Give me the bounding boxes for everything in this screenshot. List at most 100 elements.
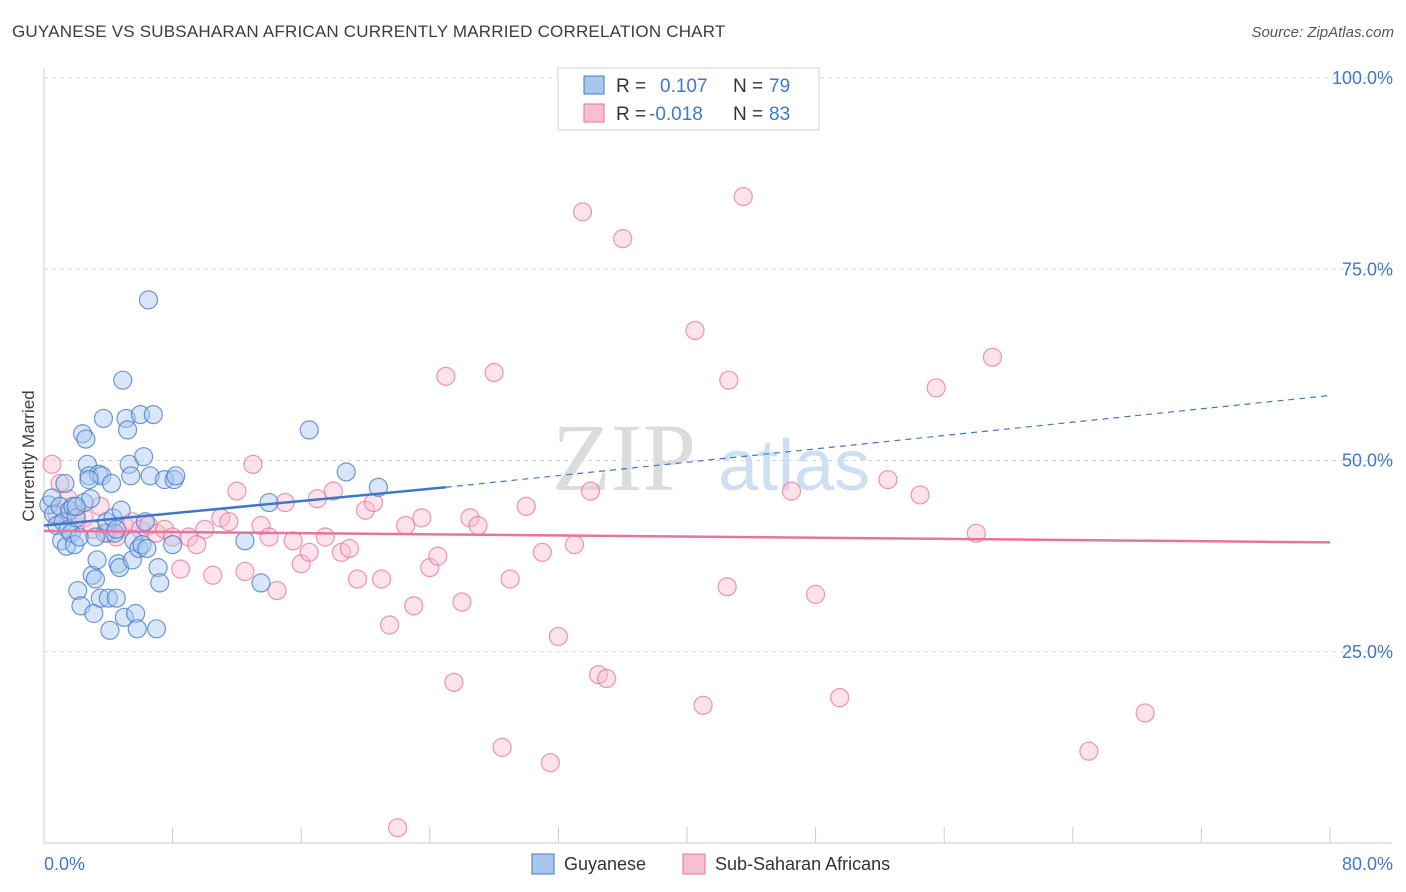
guyanese-point-64 <box>150 573 170 593</box>
y-tick-label-3: 100.0% <box>1332 68 1393 88</box>
legend-n-value-1: 79 <box>769 76 790 97</box>
guyanese-point-61 <box>143 405 163 425</box>
legend-swatch-guyanese <box>583 75 605 95</box>
subsaharan-point-58 <box>532 542 552 562</box>
subsaharan-point-74 <box>830 688 850 708</box>
guyanese-point-62 <box>146 619 167 639</box>
y-tick-labels: 25.0% 50.0% 75.0% 100.0% <box>1332 68 1393 662</box>
subsaharan-point-56 <box>500 569 520 589</box>
subsaharan-point-57 <box>516 496 536 516</box>
legend-n-label-2: N = <box>733 104 763 125</box>
watermark-atlas: atlas <box>718 426 870 506</box>
subsaharan-point-65 <box>597 668 617 689</box>
subsaharan-point-39 <box>355 500 376 520</box>
guyanese-point-72 <box>299 420 319 440</box>
subsaharan-point-66 <box>613 229 633 249</box>
subsaharan-point-14 <box>154 519 175 539</box>
guyanese-point-46 <box>117 420 138 440</box>
subsaharan-point-34 <box>315 527 335 547</box>
subsaharan-point-45 <box>404 596 424 616</box>
subsaharan-point-63 <box>580 481 601 501</box>
subsaharan-point-54 <box>484 362 504 383</box>
source-credit: Source: ZipAtlas.com <box>1251 24 1394 41</box>
bottom-legend-guyanese: Guyanese <box>564 854 646 874</box>
subsaharan-point-38 <box>347 569 368 589</box>
axes <box>43 68 1392 844</box>
watermark-zip: ZIP <box>552 404 696 511</box>
guyanese-point-34 <box>98 588 118 608</box>
subsaharan-point-81 <box>1135 703 1155 723</box>
subsaharan-point-16 <box>171 559 191 579</box>
guyanese-point-29 <box>90 588 110 608</box>
subsaharan-point-27 <box>259 527 279 547</box>
legend-n-value-2: 83 <box>769 104 790 125</box>
subsaharan-point-37 <box>339 538 360 559</box>
guyanese-point-76 <box>79 470 99 490</box>
subsaharan-point-22 <box>219 512 239 532</box>
legend-n-label-1: N = <box>733 76 763 97</box>
guyanese-point-49 <box>122 550 143 570</box>
series-subsaharan-points <box>42 186 1155 838</box>
subsaharan-point-55 <box>492 737 512 757</box>
guyanese-point-73 <box>336 462 356 482</box>
guyanese-point-20 <box>76 429 96 449</box>
legend-swatch-subsaharan <box>583 103 605 123</box>
subsaharan-point-46 <box>412 508 432 528</box>
subsaharan-point-25 <box>243 454 263 474</box>
guyanese-point-43 <box>113 370 133 390</box>
trend-lines <box>43 394 1331 544</box>
guyanese-point-2 <box>44 504 64 524</box>
gridlines <box>44 77 1392 653</box>
subsaharan-point-59 <box>540 753 560 773</box>
legend-r-label-1: R = <box>616 76 646 97</box>
subsaharan-point-72 <box>781 481 802 501</box>
subsaharan-point-49 <box>436 366 456 386</box>
guyanese-point-7 <box>55 473 75 494</box>
guyanese-point-35 <box>100 620 120 640</box>
subsaharan-point-24 <box>235 561 255 582</box>
subsaharan-point-0 <box>42 454 62 474</box>
y-tick-label-2: 75.0% <box>1342 259 1393 279</box>
legend-r-value-1: 0.107 <box>660 76 708 97</box>
guyanese-point-27 <box>87 550 107 570</box>
series-guyanese-points <box>39 290 388 640</box>
subsaharan-point-67 <box>685 320 705 341</box>
subsaharan-point-70 <box>719 370 739 390</box>
subsaharan-point-35 <box>323 481 343 501</box>
subsaharan-point-42 <box>380 615 400 635</box>
legend-r-value-2: -0.018 <box>649 104 703 125</box>
guyanese-trend-projection <box>445 394 1331 488</box>
guyanese-point-58 <box>137 538 157 559</box>
subsaharan-point-79 <box>982 347 1003 367</box>
subsaharan-point-53 <box>468 515 488 536</box>
series-legend: Guyanese Sub-Saharan Africans <box>531 853 890 875</box>
guyanese-point-48 <box>121 466 141 486</box>
bottom-legend-subsaharan: Sub-Saharan Africans <box>715 854 890 874</box>
guyanese-point-16 <box>69 527 89 547</box>
subsaharan-point-69 <box>717 577 737 597</box>
guyanese-point-65 <box>154 470 175 490</box>
stats-legend: R = 0.107 N = 79 R = -0.018 N = 83 <box>557 67 820 131</box>
y-axis-label: Currently Married <box>19 390 38 521</box>
subsaharan-point-61 <box>564 535 585 555</box>
subsaharan-point-19 <box>195 519 215 539</box>
guyanese-point-39 <box>106 588 126 608</box>
guyanese-point-18 <box>72 424 93 444</box>
subsaharan-trend-line <box>43 529 1331 544</box>
subsaharan-point-76 <box>910 485 930 505</box>
subsaharan-point-77 <box>926 378 946 398</box>
x-tick-max: 80.0% <box>1342 854 1393 874</box>
guyanese-point-59 <box>138 290 159 310</box>
subsaharan-point-75 <box>878 470 898 490</box>
bottom-swatch-subsaharan <box>682 853 706 875</box>
subsaharan-point-26 <box>251 515 271 536</box>
subsaharan-point-60 <box>548 626 569 647</box>
subsaharan-point-71 <box>733 186 753 207</box>
subsaharan-point-31 <box>291 554 311 574</box>
subsaharan-point-52 <box>460 508 480 528</box>
guyanese-trend-line <box>43 486 446 527</box>
guyanese-point-75 <box>66 496 86 516</box>
subsaharan-point-68 <box>693 695 713 715</box>
guyanese-point-60 <box>140 466 160 486</box>
